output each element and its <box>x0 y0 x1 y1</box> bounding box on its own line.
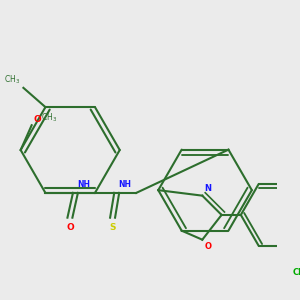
Text: O: O <box>33 115 41 124</box>
Text: CH$_3$: CH$_3$ <box>41 111 58 124</box>
Text: S: S <box>109 223 116 232</box>
Text: NH: NH <box>119 180 132 189</box>
Text: CH$_3$: CH$_3$ <box>4 74 21 86</box>
Text: O: O <box>205 242 212 251</box>
Text: O: O <box>66 223 74 232</box>
Text: N: N <box>205 184 212 193</box>
Text: NH: NH <box>77 180 91 189</box>
Text: Cl: Cl <box>293 268 300 277</box>
